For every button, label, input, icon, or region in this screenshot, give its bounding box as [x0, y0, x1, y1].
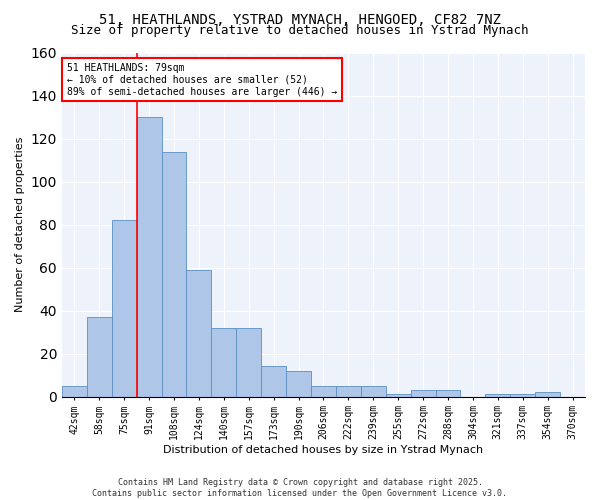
Y-axis label: Number of detached properties: Number of detached properties	[15, 137, 25, 312]
Bar	[261, 366, 286, 396]
Bar	[510, 394, 535, 396]
Bar	[211, 328, 236, 396]
Bar	[485, 394, 510, 396]
Bar	[410, 390, 436, 396]
Bar	[361, 386, 386, 396]
Bar	[161, 152, 187, 396]
Text: Contains HM Land Registry data © Crown copyright and database right 2025.
Contai: Contains HM Land Registry data © Crown c…	[92, 478, 508, 498]
Bar	[87, 317, 112, 396]
Bar	[187, 270, 211, 396]
Bar	[436, 390, 460, 396]
X-axis label: Distribution of detached houses by size in Ystrad Mynach: Distribution of detached houses by size …	[163, 445, 484, 455]
Text: 51 HEATHLANDS: 79sqm
← 10% of detached houses are smaller (52)
89% of semi-detac: 51 HEATHLANDS: 79sqm ← 10% of detached h…	[67, 64, 337, 96]
Bar	[311, 386, 336, 396]
Bar	[137, 118, 161, 396]
Bar	[336, 386, 361, 396]
Bar	[386, 394, 410, 396]
Text: Size of property relative to detached houses in Ystrad Mynach: Size of property relative to detached ho…	[71, 24, 529, 37]
Bar	[535, 392, 560, 396]
Text: 51, HEATHLANDS, YSTRAD MYNACH, HENGOED, CF82 7NZ: 51, HEATHLANDS, YSTRAD MYNACH, HENGOED, …	[99, 12, 501, 26]
Bar	[286, 371, 311, 396]
Bar	[112, 220, 137, 396]
Bar	[62, 386, 87, 396]
Bar	[236, 328, 261, 396]
